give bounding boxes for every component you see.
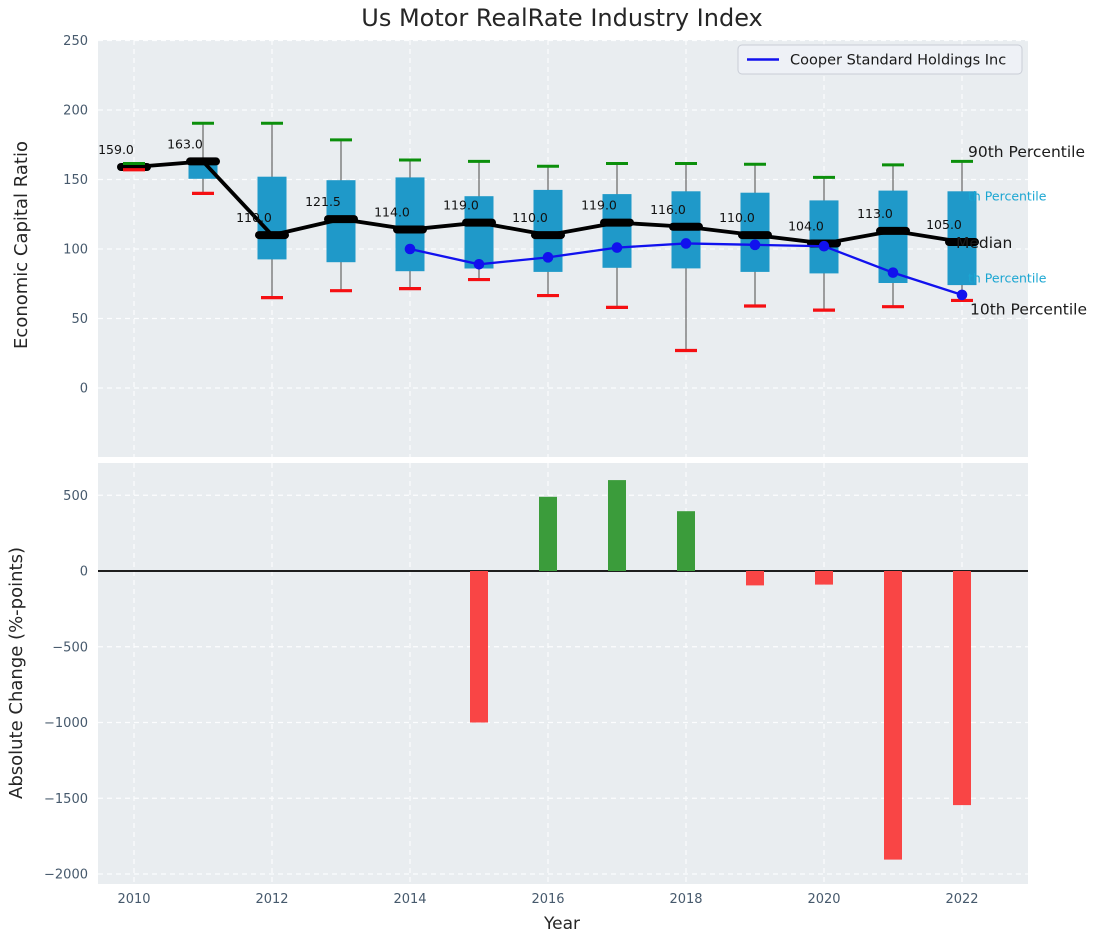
median-marker-2017 xyxy=(600,218,634,227)
iqr-box-2017 xyxy=(602,194,632,268)
top-y-tick-label: 0 xyxy=(80,382,88,397)
x-tick-label: 2018 xyxy=(669,892,702,907)
bottom-y-tick-label: 500 xyxy=(63,489,88,504)
bottom-y-tick-label: 0 xyxy=(80,565,88,580)
percentile-75-label: th Percentile xyxy=(968,189,1047,204)
top-y-axis-label: Economic Capital Ratio xyxy=(11,141,32,349)
top-panel: 0 50 100 150 200 250 159.0 163.0 110.0 121.5 114.0… xyxy=(63,34,1087,457)
top-y-tick-label: 150 xyxy=(63,173,88,188)
cooper-point xyxy=(680,238,692,249)
legend-box xyxy=(737,44,1023,75)
cooper-point xyxy=(818,240,830,252)
bottom-panel: 500 0 −500 −1000 −1500 −2000 2010 2012 2014 2016 2… xyxy=(44,463,1028,907)
legend: Cooper Standard Holdings Inc xyxy=(737,44,1023,75)
x-tick-label: 2010 xyxy=(117,892,150,907)
median-value-label-2015: 119.0 xyxy=(443,198,479,213)
percentile-90-label: 90th Percentile xyxy=(968,143,1085,161)
bar-2018 xyxy=(677,511,695,571)
iqr-box-2015 xyxy=(464,196,494,269)
bottom-y-tick-label: −1500 xyxy=(44,792,88,807)
x-tick-label: 2020 xyxy=(807,892,840,907)
median-marker-2015 xyxy=(462,218,496,227)
median-value-label-2012: 110.0 xyxy=(236,210,272,225)
median-value-label-2016: 110.0 xyxy=(512,210,548,225)
bar-2021 xyxy=(884,571,902,860)
median-value-label-2022: 105.0 xyxy=(926,217,962,232)
median-value-label-2018: 116.0 xyxy=(650,202,686,217)
median-value-label-2021: 113.0 xyxy=(857,206,893,221)
cooper-point xyxy=(473,258,485,270)
percentile-25-label: th Percentile xyxy=(968,271,1047,286)
median-marker-2014 xyxy=(393,225,427,234)
x-tick-label: 2014 xyxy=(393,892,426,907)
top-y-tick-label: 50 xyxy=(71,312,88,327)
cooper-point xyxy=(749,239,761,251)
cooper-point xyxy=(542,252,554,263)
median-value-label-2017: 119.0 xyxy=(581,198,617,213)
top-y-tick-label: 250 xyxy=(63,34,88,49)
median-marker-2016 xyxy=(531,231,565,240)
cooper-point xyxy=(956,289,968,301)
cooper-point xyxy=(887,267,899,278)
median-value-label-2010: 159.0 xyxy=(98,142,134,157)
median-value-label-2013: 121.5 xyxy=(305,194,341,209)
top-y-tick-label: 200 xyxy=(63,104,88,119)
median-value-label-2014: 114.0 xyxy=(374,205,410,220)
bar-2016 xyxy=(539,496,557,571)
x-tick-label: 2012 xyxy=(255,892,288,907)
bottom-y-tick-label: −1000 xyxy=(44,716,88,731)
iqr-box-2020 xyxy=(809,200,839,274)
percentile-10-label: 10th Percentile xyxy=(970,300,1087,318)
x-tick-label: 2022 xyxy=(945,892,978,907)
median-value-label-2019: 110.0 xyxy=(719,210,755,225)
bar-2017 xyxy=(608,480,626,571)
median-marker-2022 xyxy=(945,238,979,247)
x-axis-label: Year xyxy=(543,914,580,934)
bottom-y-tick-label: −500 xyxy=(52,640,88,655)
bar-2015 xyxy=(470,571,488,723)
cooper-point xyxy=(404,243,416,255)
median-end-label: Median xyxy=(956,234,1012,252)
iqr-box-2012 xyxy=(257,176,287,260)
median-marker-2011 xyxy=(186,157,220,166)
cooper-point xyxy=(611,242,623,253)
median-marker-2012 xyxy=(255,231,289,240)
bar-2022 xyxy=(953,571,971,806)
x-tick-label: 2016 xyxy=(531,892,564,907)
bottom-panel-background xyxy=(98,463,1028,884)
chart-title: Us Motor RealRate Industry Index xyxy=(361,4,763,32)
median-value-label-2020: 104.0 xyxy=(788,218,824,233)
legend-label: Cooper Standard Holdings Inc xyxy=(790,53,1006,69)
median-marker-2018 xyxy=(669,222,703,231)
bar-2020 xyxy=(815,571,833,585)
median-marker-2013 xyxy=(324,215,358,224)
median-marker-2019 xyxy=(738,231,772,240)
bar-2019 xyxy=(746,571,764,586)
bottom-y-axis-label: Absolute Change (%-points) xyxy=(6,547,27,799)
iqr-box-2014 xyxy=(395,177,425,272)
median-value-label-2011: 163.0 xyxy=(167,136,203,151)
median-marker-2021 xyxy=(876,226,910,235)
top-y-tick-label: 100 xyxy=(63,243,88,258)
bottom-y-tick-label: −2000 xyxy=(44,868,88,883)
